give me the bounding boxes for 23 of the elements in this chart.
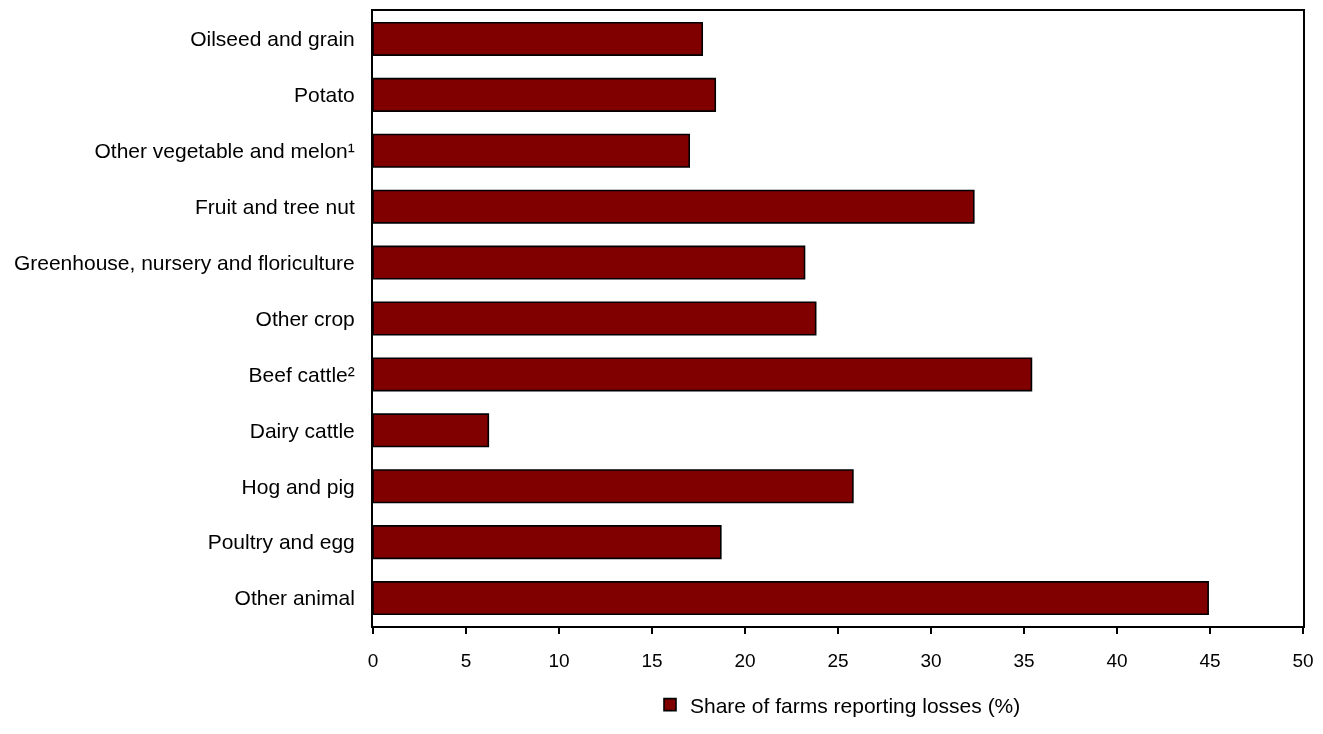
x-tick-label: 45 bbox=[1199, 649, 1221, 671]
y-tick-label: Other vegetable and melon¹ bbox=[94, 139, 355, 163]
y-tick-label: Dairy cattle bbox=[249, 418, 355, 442]
x-tick-label: 40 bbox=[1106, 649, 1128, 671]
x-tick-label: 25 bbox=[827, 649, 849, 671]
x-tick-label: 15 bbox=[641, 649, 663, 671]
x-tick-label: 5 bbox=[460, 649, 472, 671]
x-tick-label: 30 bbox=[920, 649, 942, 671]
legend-label: Share of farms reporting losses (%) bbox=[690, 693, 1021, 717]
y-tick-label: Other crop bbox=[255, 306, 355, 330]
y-tick-label: Hog and pig bbox=[241, 474, 355, 498]
x-tick-label: 35 bbox=[1013, 649, 1035, 671]
y-tick-label: Beef cattle² bbox=[248, 362, 355, 386]
y-tick-label: Oilseed and grain bbox=[190, 27, 355, 51]
x-tick-label: 0 bbox=[367, 649, 379, 671]
x-tick-label: 10 bbox=[548, 649, 570, 671]
y-tick-label: Potato bbox=[294, 83, 355, 107]
x-tick-label: 50 bbox=[1292, 649, 1314, 671]
y-tick-label: Other animal bbox=[234, 586, 355, 610]
y-tick-label: Fruit and tree nut bbox=[194, 195, 355, 219]
y-tick-label: Poultry and egg bbox=[207, 530, 355, 554]
x-tick-label: 20 bbox=[734, 649, 756, 671]
y-tick-label: Greenhouse, nursery and floriculture bbox=[13, 250, 355, 274]
